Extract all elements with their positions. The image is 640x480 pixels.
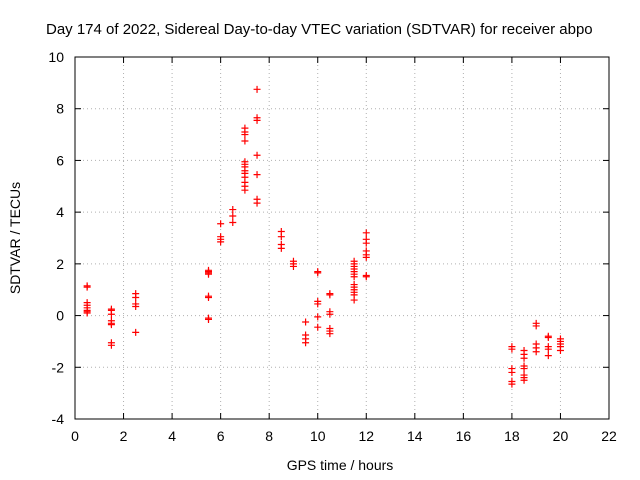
data-point	[362, 273, 370, 281]
data-point	[314, 313, 322, 321]
y-tick-label: 0	[56, 308, 64, 324]
x-tick-label: 18	[504, 428, 520, 444]
data-point	[241, 131, 249, 139]
data-point	[520, 376, 528, 384]
x-tick-label: 10	[310, 428, 326, 444]
y-tick-label: 6	[56, 152, 64, 168]
data-point	[229, 206, 237, 214]
data-point	[277, 233, 285, 241]
data-point	[132, 303, 140, 311]
y-tick-label: 8	[56, 101, 64, 117]
x-tick-label: 12	[358, 428, 374, 444]
data-point	[362, 229, 370, 237]
data-point	[253, 199, 261, 207]
y-tick-label: 2	[56, 256, 64, 272]
data-point	[253, 151, 261, 159]
y-tick-labels: -4 -2 0 2 4 6 8 10	[48, 49, 64, 427]
data-point	[229, 212, 237, 220]
x-tick-label: 20	[553, 428, 569, 444]
data-point	[314, 300, 322, 308]
data-point	[362, 253, 370, 261]
data-point	[556, 346, 564, 354]
x-axis-label: GPS time / hours	[287, 457, 394, 473]
x-tick-label: 16	[456, 428, 472, 444]
x-tick-label: 6	[217, 428, 225, 444]
data-point	[217, 238, 225, 246]
data-point	[241, 137, 249, 145]
x-tick-label: 22	[601, 428, 617, 444]
data-point	[314, 269, 322, 277]
data-point	[253, 85, 261, 93]
data-point	[253, 171, 261, 179]
data-point	[326, 310, 334, 318]
data-point	[508, 345, 516, 353]
data-point	[83, 309, 91, 317]
data-point	[302, 339, 310, 347]
data-point	[229, 218, 237, 226]
x-tick-label: 14	[407, 428, 423, 444]
data-point	[107, 341, 115, 349]
x-tick-labels: 0 2 4 6 8 10 12 14 16 18 20 22	[71, 428, 617, 444]
x-tick-label: 4	[168, 428, 176, 444]
grid-lines	[75, 57, 609, 419]
y-tick-label: 10	[48, 49, 64, 65]
data-point	[362, 239, 370, 247]
data-point	[544, 345, 552, 353]
data-point	[302, 318, 310, 326]
data-point	[83, 283, 91, 291]
data-point	[520, 354, 528, 362]
data-point	[132, 293, 140, 301]
data-point	[532, 322, 540, 330]
data-point	[277, 244, 285, 252]
data-point	[314, 323, 322, 331]
plot-border	[74, 56, 610, 420]
data-point	[508, 368, 516, 376]
chart-title: Day 174 of 2022, Sidereal Day-to-day VTE…	[46, 21, 593, 38]
axis-ticks	[74, 56, 610, 420]
data-point	[107, 310, 115, 318]
data-point	[350, 273, 358, 281]
data-points	[83, 85, 564, 388]
data-point	[205, 270, 212, 278]
data-point	[253, 116, 261, 124]
data-point	[217, 220, 225, 228]
data-point	[532, 348, 540, 356]
data-point	[289, 262, 297, 270]
y-tick-label: 4	[56, 204, 64, 220]
data-point	[132, 328, 140, 336]
data-point	[205, 315, 212, 323]
y-tick-label: -4	[52, 411, 65, 427]
data-point	[107, 321, 115, 329]
y-tick-label: -2	[52, 359, 65, 375]
x-tick-label: 0	[71, 428, 79, 444]
y-axis-label: SDTVAR / TECUs	[7, 182, 23, 294]
data-point	[520, 365, 528, 373]
data-point	[205, 293, 212, 301]
x-tick-label: 8	[265, 428, 273, 444]
data-point	[508, 380, 516, 388]
data-point	[544, 352, 552, 360]
data-point	[350, 296, 358, 304]
data-point	[241, 186, 249, 194]
data-point	[326, 291, 334, 299]
x-tick-label: 2	[120, 428, 128, 444]
data-point	[326, 330, 334, 338]
data-point	[544, 334, 552, 342]
